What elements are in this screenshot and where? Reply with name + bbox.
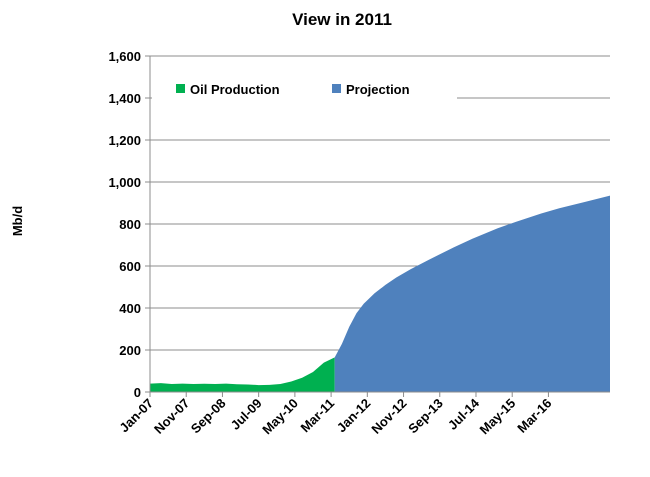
y-axis-title: Mb/d — [10, 206, 25, 236]
x-tick-label: Jan-07 — [116, 396, 156, 436]
x-tick-label: Nov-07 — [151, 396, 192, 437]
y-tick-label: 1,400 — [108, 91, 141, 106]
legend: Oil Production Projection — [152, 76, 457, 100]
y-tick-label: 600 — [119, 259, 141, 274]
legend-background — [152, 76, 457, 100]
legend-swatch-projection — [332, 84, 341, 93]
area-oil-production — [150, 357, 335, 392]
y-tick-label: 1,600 — [108, 49, 141, 64]
plot-areas — [150, 195, 610, 392]
area-projection — [334, 195, 610, 392]
x-tick-label: Nov-12 — [368, 396, 409, 437]
y-tick-label: 1,200 — [108, 133, 141, 148]
x-tick-label: Sep-08 — [188, 396, 229, 437]
y-tick-label: 0 — [134, 385, 141, 400]
y-tick-label: 800 — [119, 217, 141, 232]
y-tick-label: 400 — [119, 301, 141, 316]
y-tick-label: 1,000 — [108, 175, 141, 190]
x-tick-label: May-10 — [259, 396, 301, 438]
chart-title: View in 2011 — [292, 10, 392, 29]
axes — [149, 56, 610, 397]
x-tick-label: Sep-13 — [405, 396, 446, 437]
x-tick-label: Jan-12 — [334, 396, 374, 436]
y-tick-labels: 0 200 400 600 800 1,000 1,200 1,400 1,600 — [108, 49, 141, 400]
x-tick-label: May-15 — [477, 396, 519, 438]
x-tick-label: Mar-16 — [514, 396, 554, 436]
x-tick-label: Mar-11 — [297, 396, 337, 436]
y-tick-label: 200 — [119, 343, 141, 358]
legend-label-projection: Projection — [346, 82, 410, 97]
legend-label-oil-production: Oil Production — [190, 82, 280, 97]
legend-swatch-oil-production — [176, 84, 185, 93]
